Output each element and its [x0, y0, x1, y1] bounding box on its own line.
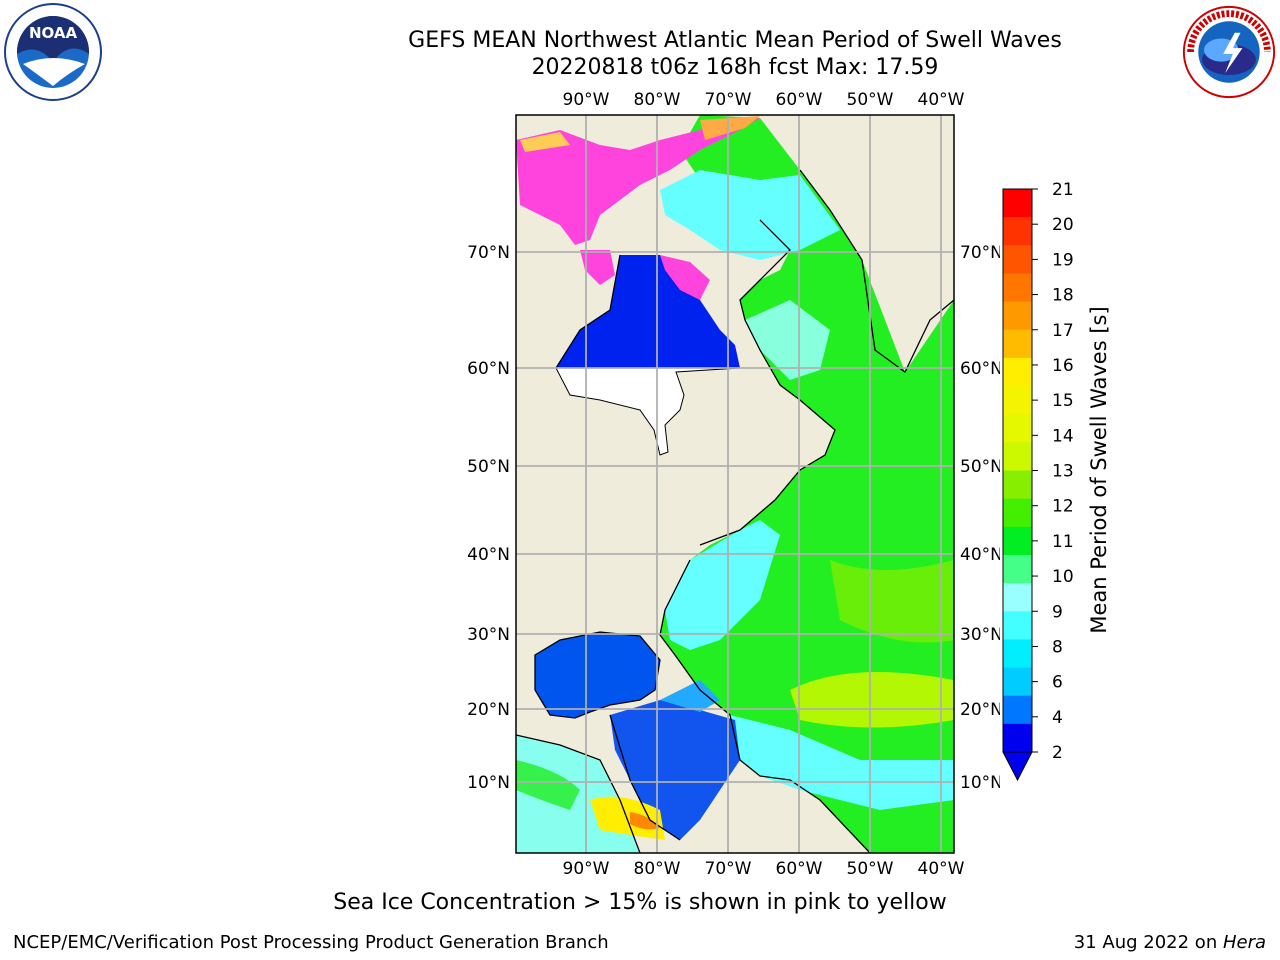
colorbar-label: Mean Period of Swell Waves [s] — [1087, 306, 1111, 633]
lat-label-left: 50°N — [467, 457, 510, 477]
chart-subtitle: 20220818 t06z 168h fcst Max: 17.59 — [531, 55, 939, 80]
chart-title: GEFS MEAN Northwest Atlantic Mean Period… — [408, 28, 1062, 53]
colorbar-segment — [1003, 442, 1032, 471]
colorbar-segment — [1003, 189, 1032, 218]
ocean-coastal-shelf — [665, 520, 780, 650]
colorbar-tick-label: 13 — [1052, 462, 1074, 482]
colorbar-segment — [1003, 695, 1032, 725]
lon-label-bottom: 60°W — [776, 859, 823, 879]
nws-logo — [1182, 5, 1276, 99]
lat-label-left: 60°N — [467, 359, 510, 379]
lon-label-bottom: 50°W — [847, 859, 894, 879]
lat-label-right: 60°N — [960, 359, 1000, 379]
lat-label-left: 10°N — [467, 773, 510, 793]
lat-label-left: 70°N — [467, 243, 510, 263]
lon-label-bottom: 40°W — [918, 859, 965, 879]
colorbar-tick-label: 16 — [1052, 356, 1074, 376]
ocean-long-period-zone — [790, 672, 954, 728]
lon-label-top: 40°W — [918, 90, 965, 110]
colorbar-tick-label: 14 — [1052, 426, 1074, 446]
colorbar-segment — [1003, 639, 1032, 669]
colorbar-segment — [1003, 611, 1032, 640]
swell-period-map: 90°W 80°W 70°W 60°W 50°W 40°W 90°W 80°W … — [467, 90, 1000, 879]
sea-ice-note: Sea Ice Concentration > 15% is shown in … — [333, 890, 947, 915]
colorbar-tick-label: 17 — [1052, 321, 1074, 341]
colorbar-tick-label: 15 — [1052, 391, 1074, 411]
lon-label-top: 90°W — [563, 90, 610, 110]
lat-label-right: 50°N — [960, 457, 1000, 477]
colorbar-segment — [1003, 217, 1032, 246]
colorbar-tick-label: 20 — [1052, 215, 1074, 235]
colorbar-segment — [1003, 554, 1032, 584]
lat-label-right: 20°N — [960, 700, 1000, 720]
noaa-logo: NOAA — [4, 3, 102, 101]
gulf-of-mexico — [535, 632, 660, 718]
colorbar-segment — [1003, 498, 1032, 528]
colorbar-segment — [1003, 357, 1032, 387]
colorbar-tick-label: 21 — [1052, 180, 1074, 200]
lat-label-left: 20°N — [467, 700, 510, 720]
footer-host: Hera — [1222, 932, 1266, 953]
lon-label-top: 50°W — [847, 90, 894, 110]
map-gridlines — [516, 115, 954, 853]
hudson-bay-masked — [555, 367, 741, 456]
lat-label-left: 40°N — [467, 545, 510, 565]
colorbar-segment — [1003, 273, 1032, 303]
colorbar-segment — [1003, 470, 1032, 500]
colorbar-tick-label: 8 — [1052, 637, 1063, 657]
footer-credit: NCEP/EMC/Verification Post Processing Pr… — [13, 932, 609, 953]
lon-label-top: 70°W — [705, 90, 752, 110]
colorbar-tick-label: 18 — [1052, 286, 1074, 306]
lon-label-top: 60°W — [776, 90, 823, 110]
lat-label-right: 70°N — [960, 243, 1000, 263]
ocean-atlantic — [660, 115, 954, 853]
lat-label-right: 10°N — [960, 773, 1000, 793]
footer-date-text: 31 Aug 2022 on — [1073, 932, 1223, 953]
lon-label-top: 80°W — [634, 90, 681, 110]
colorbar-ticks: 21 20 19 18 17 16 15 14 13 12 11 10 9 8 6 4 2 — [1032, 180, 1074, 763]
colorbar-segments — [1003, 189, 1032, 753]
colorbar-tick-label: 6 — [1052, 673, 1063, 693]
colorbar-segment — [1003, 329, 1032, 359]
sea-ice-arctic — [516, 118, 760, 245]
lat-label-left: 30°N — [467, 625, 510, 645]
colorbar-tick-label: 9 — [1052, 602, 1063, 622]
lat-label-right: 30°N — [960, 625, 1000, 645]
colorbar-tick-label: 10 — [1052, 567, 1074, 587]
lon-label-bottom: 90°W — [563, 859, 610, 879]
colorbar-segment — [1003, 301, 1032, 331]
colorbar-extend-arrow — [1002, 751, 1033, 782]
lon-label-bottom: 80°W — [634, 859, 681, 879]
colorbar-tick-label: 4 — [1052, 708, 1063, 728]
colorbar-tick-label: 12 — [1052, 497, 1074, 517]
colorbar-segment — [1003, 414, 1032, 443]
colorbar-segment — [1003, 583, 1032, 612]
colorbar-segment — [1003, 723, 1032, 753]
colorbar-segment — [1003, 526, 1032, 556]
colorbar-tick-label: 11 — [1052, 532, 1074, 552]
colorbar-tick-label: 2 — [1052, 743, 1063, 763]
map-frame — [515, 114, 955, 854]
lon-label-bottom: 70°W — [705, 859, 752, 879]
lat-label-right: 40°N — [960, 545, 1000, 565]
colorbar-segment — [1003, 386, 1032, 415]
noaa-logo-text: NOAA — [29, 24, 78, 42]
colorbar-segment — [1003, 245, 1032, 274]
colorbar: 21 20 19 18 17 16 15 14 13 12 11 10 9 8 6 4 2 Mean Perio… — [1002, 180, 1111, 782]
footer-date: 31 Aug 2022 on Hera — [1074, 932, 1266, 953]
colorbar-segment — [1003, 667, 1032, 697]
colorbar-tick-label: 19 — [1052, 250, 1074, 270]
